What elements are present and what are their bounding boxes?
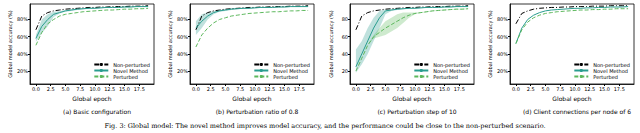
svg-text:Global epoch: Global epoch	[552, 95, 592, 103]
svg-text:12.5: 12.5	[104, 86, 115, 92]
svg-text:80: 80	[342, 16, 348, 22]
svg-text:0.0: 0.0	[192, 86, 200, 92]
svg-text:Perturbed: Perturbed	[273, 74, 298, 80]
svg-text:Non-perturbed: Non-perturbed	[273, 61, 310, 68]
svg-text:20%: 20%	[17, 68, 28, 74]
svg-text:10.0: 10.0	[89, 86, 100, 92]
svg-text:Non-perturbed: Non-perturbed	[113, 61, 150, 68]
svg-text:Non-perturbed: Non-perturbed	[593, 61, 630, 68]
svg-text:60: 60	[342, 34, 348, 40]
svg-text:40%: 40%	[177, 51, 188, 57]
svg-text:Perturbed: Perturbed	[433, 74, 458, 80]
svg-text:20: 20	[342, 68, 348, 74]
svg-text:10.0: 10.0	[249, 86, 260, 92]
svg-text:Global model accuracy (%): Global model accuracy (%)	[167, 10, 174, 78]
svg-text:40: 40	[342, 51, 348, 57]
svg-text:5.0: 5.0	[221, 86, 229, 92]
svg-text:60%: 60%	[17, 34, 28, 40]
svg-text:10.0: 10.0	[409, 86, 420, 92]
svg-text:12.5: 12.5	[424, 86, 435, 92]
svg-text:20%: 20%	[177, 68, 188, 74]
svg-text:17.5: 17.5	[614, 86, 625, 92]
svg-text:15.0: 15.0	[599, 86, 610, 92]
svg-text:Non-perturbed: Non-perturbed	[433, 61, 470, 68]
svg-text:Novel Method: Novel Method	[273, 67, 308, 74]
svg-text:2.5: 2.5	[367, 86, 375, 92]
svg-text:7.5: 7.5	[396, 86, 404, 92]
svg-text:2.5: 2.5	[207, 86, 215, 92]
svg-text:12.5: 12.5	[264, 86, 275, 92]
svg-text:Global model accuracy (%): Global model accuracy (%)	[7, 10, 14, 78]
svg-text:5.0: 5.0	[381, 86, 389, 92]
svg-text:17.5: 17.5	[454, 86, 465, 92]
svg-text:15.0: 15.0	[279, 86, 290, 92]
svg-text:12.5: 12.5	[584, 86, 595, 92]
svg-text:Perturbed: Perturbed	[593, 74, 618, 80]
svg-text:15.0: 15.0	[119, 86, 130, 92]
svg-text:Perturbed: Perturbed	[113, 74, 138, 80]
svg-text:80%: 80%	[497, 16, 508, 22]
svg-text:Global epoch: Global epoch	[392, 95, 432, 103]
svg-text:0.0: 0.0	[352, 86, 360, 92]
svg-text:40%: 40%	[17, 51, 28, 57]
svg-text:5.0: 5.0	[541, 86, 549, 92]
svg-text:7.5: 7.5	[556, 86, 564, 92]
svg-text:(c) Perturbation step of 10: (c) Perturbation step of 10	[377, 108, 456, 116]
svg-text:0.0: 0.0	[32, 86, 40, 92]
svg-text:40%: 40%	[497, 51, 508, 57]
svg-text:2.5: 2.5	[527, 86, 535, 92]
svg-text:17.5: 17.5	[134, 86, 145, 92]
svg-text:80%: 80%	[177, 16, 188, 22]
svg-text:0.0: 0.0	[512, 86, 520, 92]
svg-text:Global epoch: Global epoch	[232, 95, 272, 103]
svg-text:(b) Perturbation ratio of 0.8: (b) Perturbation ratio of 0.8	[216, 108, 299, 115]
svg-text:(d) Client connections per nod: (d) Client connections per node of 6	[523, 108, 631, 116]
svg-text:Novel Method: Novel Method	[433, 67, 468, 74]
svg-text:Fig. 3: Global model: The nove: Fig. 3: Global model: The novel method i…	[105, 122, 546, 130]
svg-text:5.0: 5.0	[61, 86, 69, 92]
svg-text:7.5: 7.5	[76, 86, 84, 92]
svg-text:Global epoch: Global epoch	[72, 95, 112, 103]
svg-text:10.0: 10.0	[569, 86, 580, 92]
svg-text:(a) Basic configuration: (a) Basic configuration	[63, 108, 131, 116]
svg-text:2.5: 2.5	[47, 86, 55, 92]
svg-text:20%: 20%	[497, 68, 508, 74]
svg-text:Global model accuracy (%): Global model accuracy (%)	[487, 10, 494, 78]
svg-text:60%: 60%	[177, 34, 188, 40]
svg-text:15.0: 15.0	[439, 86, 450, 92]
svg-text:60%: 60%	[497, 34, 508, 40]
svg-text:Global model accuracy (%): Global model accuracy (%)	[328, 10, 335, 78]
svg-text:80%: 80%	[17, 16, 28, 22]
svg-text:Novel Method: Novel Method	[593, 67, 628, 74]
svg-text:17.5: 17.5	[294, 86, 305, 92]
svg-text:7.5: 7.5	[236, 86, 244, 92]
svg-text:Novel Method: Novel Method	[113, 67, 148, 74]
